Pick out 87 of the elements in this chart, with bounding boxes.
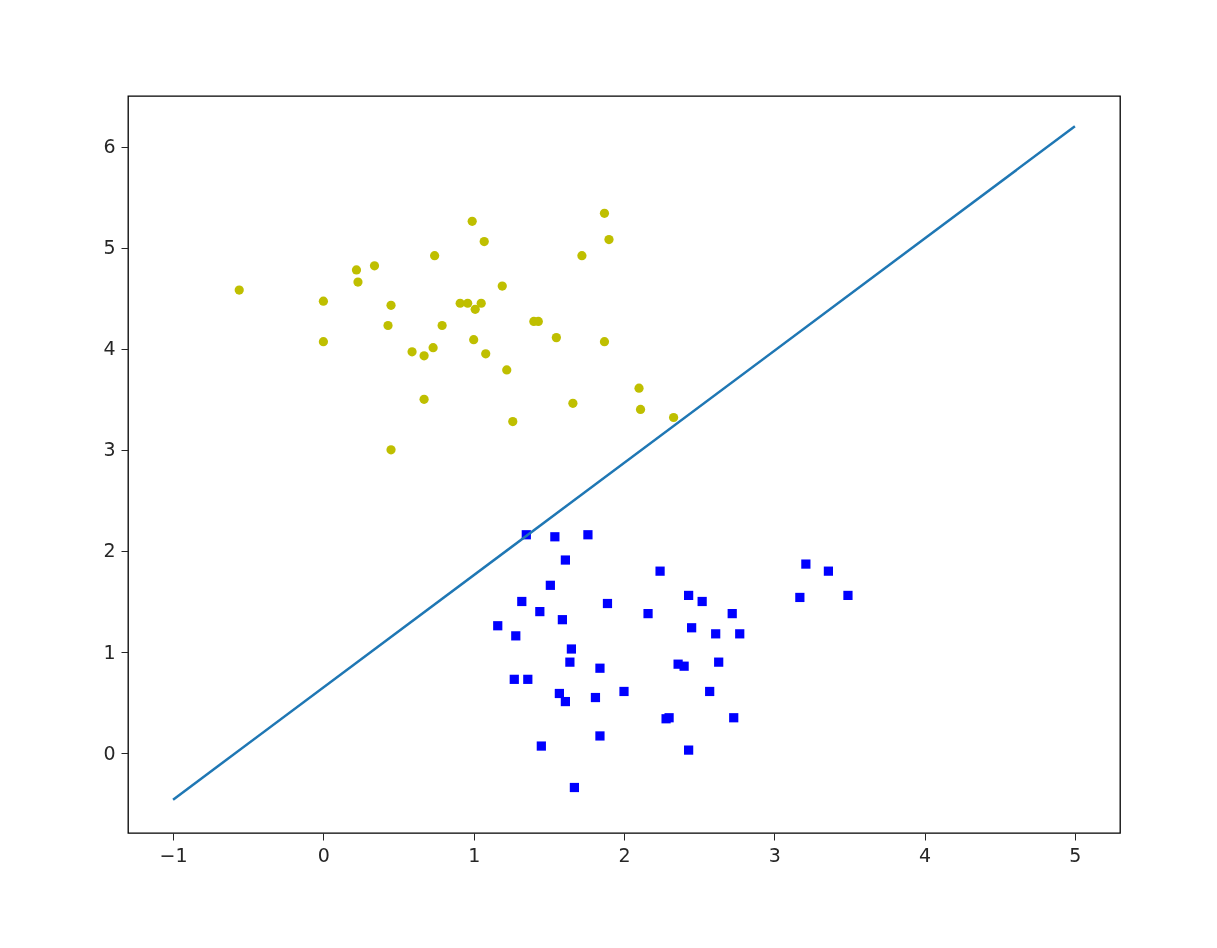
point (386, 445, 396, 455)
y-tick-label: 4 (103, 337, 116, 360)
point (583, 530, 593, 540)
point (437, 320, 447, 331)
point (577, 251, 587, 261)
point (517, 596, 527, 607)
y-tick-label: 1 (103, 640, 116, 663)
point (353, 277, 363, 287)
point (590, 692, 601, 703)
point (419, 394, 429, 404)
point (502, 365, 512, 375)
point (430, 251, 440, 261)
x-tick-label: 4 (919, 843, 932, 866)
point (735, 629, 745, 639)
point (679, 661, 689, 671)
x-tick-label: 0 (317, 843, 330, 866)
point (795, 592, 805, 603)
point (684, 590, 694, 601)
point (508, 416, 518, 427)
point (823, 566, 834, 576)
point (714, 657, 724, 667)
point (634, 383, 644, 393)
point (545, 580, 555, 590)
point (668, 412, 679, 423)
x-tick-label: −1 (159, 843, 188, 866)
point (568, 398, 578, 408)
point (481, 349, 491, 359)
point (554, 688, 564, 699)
point (351, 265, 362, 275)
point (566, 644, 576, 654)
point (687, 623, 697, 633)
point (557, 615, 567, 625)
point (635, 404, 646, 414)
point (318, 296, 328, 306)
point (535, 606, 545, 617)
point (536, 741, 546, 751)
point (479, 236, 489, 247)
point (463, 298, 473, 308)
point (419, 351, 429, 361)
point (318, 337, 328, 347)
point (470, 304, 480, 314)
point (493, 621, 503, 631)
point (476, 298, 486, 308)
point (602, 598, 613, 609)
y-tick-label: 5 (103, 236, 116, 259)
point (599, 337, 610, 347)
point (801, 559, 811, 569)
point (467, 216, 477, 226)
x-tick-label: 2 (618, 843, 631, 866)
point (369, 261, 380, 271)
x-tick-label: 3 (768, 843, 781, 866)
point (550, 532, 560, 542)
point (619, 686, 629, 697)
point (729, 713, 739, 723)
point (569, 782, 580, 793)
point (684, 745, 694, 755)
point (560, 696, 570, 707)
point (599, 208, 610, 218)
point (604, 234, 614, 245)
point (386, 300, 396, 310)
point (428, 343, 438, 353)
y-tick-label: 0 (103, 741, 116, 764)
point (705, 686, 715, 697)
point (407, 347, 417, 357)
point (655, 566, 665, 576)
point (383, 320, 393, 331)
y-tick-label: 2 (103, 539, 116, 562)
point (697, 596, 707, 607)
point (565, 657, 575, 667)
point (234, 285, 244, 295)
point (643, 609, 653, 619)
point (509, 674, 519, 684)
y-tick-label: 6 (103, 135, 116, 158)
y-tick-label: 3 (103, 438, 116, 461)
point (523, 674, 533, 684)
point (497, 281, 507, 291)
point (560, 555, 570, 565)
point (469, 335, 479, 345)
point (843, 590, 853, 601)
x-tick-label: 1 (468, 843, 481, 866)
point (511, 631, 521, 641)
point (711, 629, 721, 639)
point (595, 731, 605, 741)
point (595, 663, 605, 673)
point (727, 609, 737, 619)
x-tick-label: 5 (1069, 843, 1082, 866)
point (551, 333, 561, 343)
